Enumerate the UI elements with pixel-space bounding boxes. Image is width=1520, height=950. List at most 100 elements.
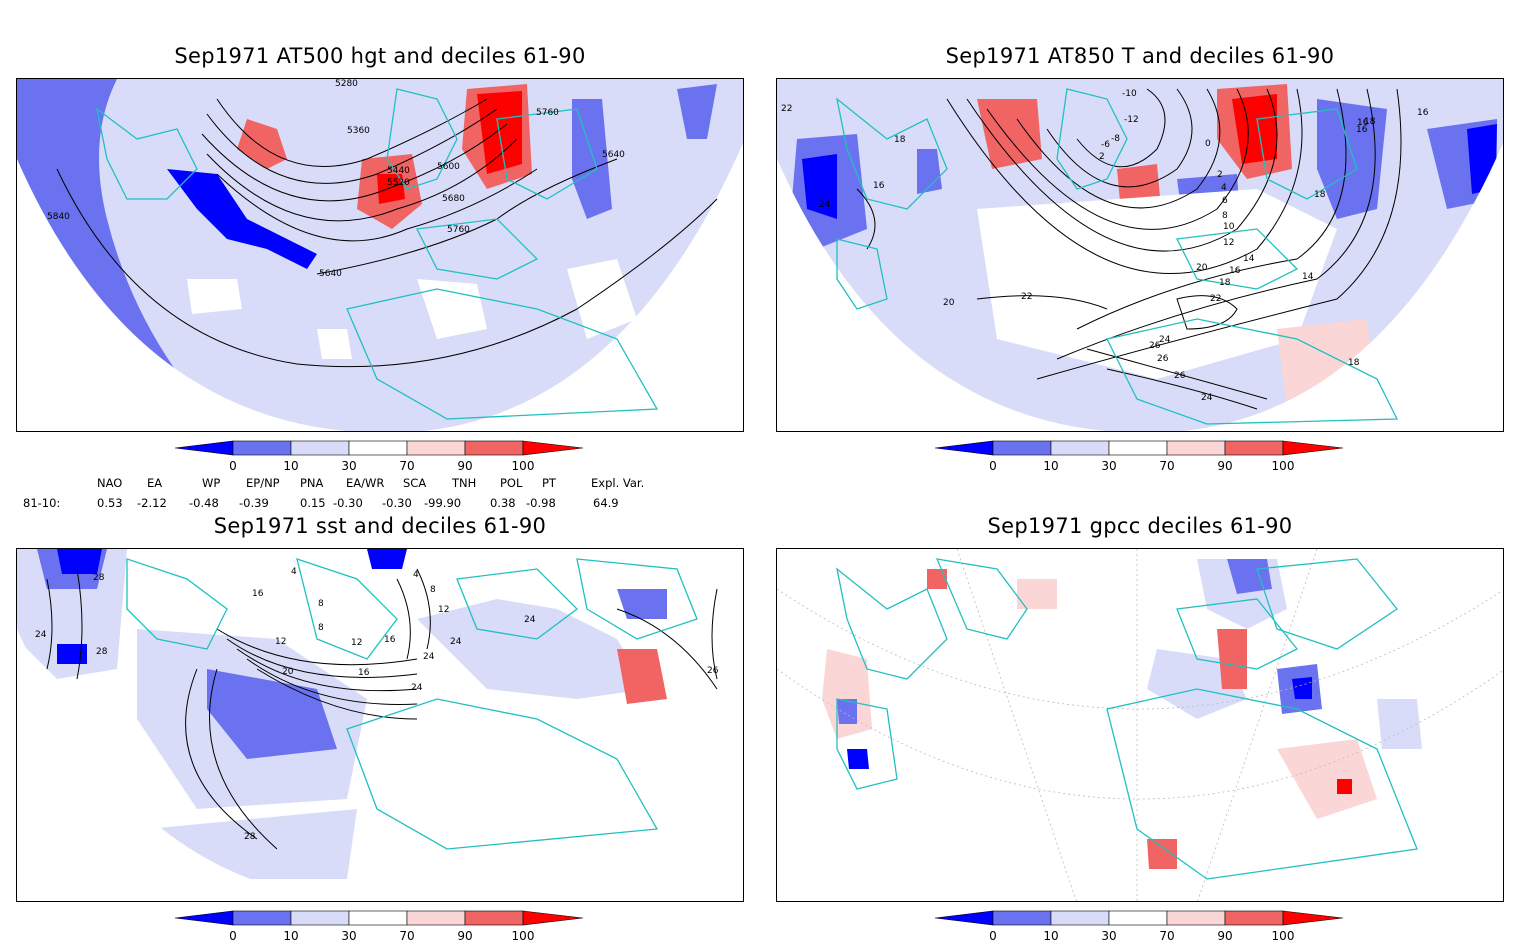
contour-label: 5520 xyxy=(387,178,410,188)
colorbar-label: 30 xyxy=(1101,929,1117,943)
contour-label: 5600 xyxy=(437,162,460,172)
contour-label: 16 xyxy=(384,635,396,645)
contour-label: 18 xyxy=(1364,117,1376,127)
contour-label: 4 xyxy=(1221,183,1227,193)
contour-label: 12 xyxy=(438,605,449,615)
contour-label: 16 xyxy=(1356,125,1368,135)
contour-label: 14 xyxy=(1302,272,1314,282)
contour-label: 26 xyxy=(1149,341,1161,351)
index-header: NAO xyxy=(97,476,123,490)
colorbar-top-right: 0 10 30 70 90 100 xyxy=(934,440,1355,480)
coastlines xyxy=(96,88,659,420)
contour-label: 18 xyxy=(1219,278,1231,288)
contour-label: 12 xyxy=(351,638,362,648)
contour-label: 16 xyxy=(1417,108,1429,118)
map-gpcc-canvas xyxy=(777,549,1503,901)
colorbar-label: 0 xyxy=(229,459,237,473)
contour-label: 20 xyxy=(282,667,294,677)
contour-label: 22 xyxy=(1021,292,1032,302)
map-at500-canvas: 5280 5360 5440 5520 5600 5680 5760 5760 5640 5640… xyxy=(17,79,743,431)
index-header: SCA xyxy=(403,476,427,490)
panel-title-at500: Sep1971 AT500 hgt and deciles 61-90 xyxy=(174,44,586,68)
contour-label: 4 xyxy=(291,567,297,577)
contour-label: 14 xyxy=(1243,254,1255,264)
contour-label: 16 xyxy=(1229,266,1241,276)
contour-label: 26 xyxy=(707,666,719,676)
contour-label: 5640 xyxy=(602,150,625,160)
colorbar-bottom-left: 0 10 30 70 90 100 xyxy=(174,910,595,950)
index-value: 0.15 xyxy=(300,496,326,510)
contour-label: 24 xyxy=(411,683,423,693)
contour-label: 5640 xyxy=(319,269,342,279)
contour-label: 22 xyxy=(781,104,792,114)
index-value: -0.30 xyxy=(333,496,363,510)
contour-label: 5680 xyxy=(442,194,465,204)
colorbar-swatches xyxy=(934,910,1344,926)
contour-label: 16 xyxy=(252,589,264,599)
index-value: -0.98 xyxy=(526,496,556,510)
contour-label: -6 xyxy=(1101,140,1110,150)
contour-label: 5840 xyxy=(47,212,70,222)
contour-label: 2 xyxy=(1099,152,1105,162)
colorbar-label: 0 xyxy=(229,929,237,943)
contour-label: 24 xyxy=(819,200,831,210)
colorbar-label: 90 xyxy=(1217,929,1233,943)
contour-label: 18 xyxy=(894,135,906,145)
contour-label: 18 xyxy=(1348,358,1360,368)
colorbar-swatches xyxy=(174,910,584,926)
index-value: -2.12 xyxy=(137,496,167,510)
contour-label: 20 xyxy=(943,298,955,308)
index-value: -0.39 xyxy=(239,496,269,510)
colorbar-top-left: 0 10 30 70 90 100 xyxy=(174,440,595,480)
index-row-label: 81-10: xyxy=(23,496,61,510)
hemisphere-fill xyxy=(777,79,1503,431)
contour-label: 16 xyxy=(358,668,370,678)
colorbar-label: 90 xyxy=(457,459,473,473)
hemisphere-fill xyxy=(17,79,743,431)
map-at850-canvas: -10-12-8-6202468101214161820222426262624… xyxy=(777,79,1503,431)
colorbar-label: 30 xyxy=(341,929,357,943)
contour-label: 16 xyxy=(1357,118,1369,128)
coastlines xyxy=(126,558,698,850)
index-header: EA xyxy=(147,476,163,490)
graticule xyxy=(777,549,1503,901)
contour-label: 20 xyxy=(1196,263,1208,273)
contour-label: 8 xyxy=(318,599,324,609)
contour-label: 22 xyxy=(1210,294,1221,304)
sst-contours xyxy=(46,568,718,850)
contour-label: -12 xyxy=(1124,115,1139,125)
panel-title-gpcc: Sep1971 gpcc deciles 61-90 xyxy=(987,514,1293,538)
coastlines xyxy=(836,558,1418,880)
contour-label: 28 xyxy=(93,573,105,583)
contour-label: 0 xyxy=(1205,139,1211,149)
contour-label: 26 xyxy=(1174,371,1186,381)
colorbar-label: 100 xyxy=(511,929,535,943)
colorbar-label: 70 xyxy=(399,929,415,943)
index-header: Expl. Var. xyxy=(591,476,645,490)
colorbar-label: 10 xyxy=(283,459,299,473)
panel-title-sst: Sep1971 sst and deciles 61-90 xyxy=(213,514,547,538)
contour-label: 5280 xyxy=(335,79,358,89)
contour-label: 12 xyxy=(1223,238,1234,248)
panel-title-at850: Sep1971 AT850 T and deciles 61-90 xyxy=(945,44,1335,68)
map-sst: 28 24 28 16 4 8 12 8 12 16 20 24 16 24 24 28 26 24 8 4 12 xyxy=(16,548,744,902)
contour-label: 26 xyxy=(1157,354,1169,364)
contour-label: 6 xyxy=(1222,196,1228,206)
contour-label: 5440 xyxy=(387,166,410,176)
contour-label: 5760 xyxy=(447,225,470,235)
colorbar-swatches xyxy=(174,440,584,456)
contour-label: -10 xyxy=(1122,89,1137,99)
colorbar-label: 10 xyxy=(283,929,299,943)
index-header: PT xyxy=(542,476,556,490)
colorbar-label: 70 xyxy=(399,459,415,473)
contour-label: 10 xyxy=(1223,222,1235,232)
contour-label: 8 xyxy=(430,585,436,595)
hemisphere-fill xyxy=(17,549,743,901)
contour-label: 8 xyxy=(1222,211,1228,221)
contour-label: 24 xyxy=(450,637,462,647)
contour-label: 28 xyxy=(244,832,256,842)
temperature-contours xyxy=(856,88,1402,410)
index-value: -99.90 xyxy=(424,496,462,510)
teleconnection-index-table: NAO EA WP EP/NP PNA EA/WR SCA TNH POL PT… xyxy=(20,474,720,514)
